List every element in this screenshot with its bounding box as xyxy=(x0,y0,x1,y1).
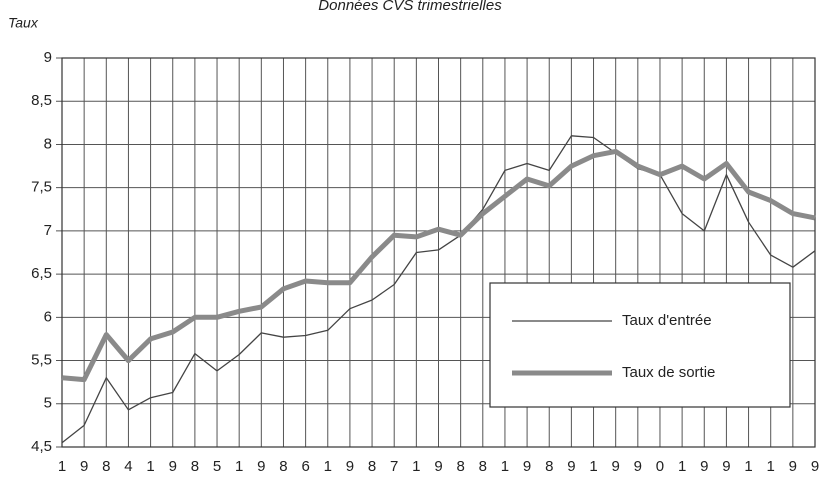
y-tick-label: 5,5 xyxy=(31,352,52,369)
x-tick-label: 1 xyxy=(324,458,332,475)
x-tick-label: 8 xyxy=(279,458,287,475)
y-tick-label: 7,5 xyxy=(31,179,52,196)
x-tick-label: 6 xyxy=(301,458,309,475)
y-tick-label: 6,5 xyxy=(31,265,52,282)
y-tick-label: 4,5 xyxy=(31,438,52,455)
y-tick-label: 6 xyxy=(44,308,52,325)
x-tick-label: 4 xyxy=(124,458,132,475)
x-tick-label: 1 xyxy=(235,458,243,475)
x-tick-label: 1 xyxy=(744,458,752,475)
x-tick-label: 9 xyxy=(346,458,354,475)
x-tick-label: 1 xyxy=(678,458,686,475)
legend-label: Taux de sortie xyxy=(622,364,715,381)
x-tick-label: 8 xyxy=(545,458,553,475)
x-tick-label: 9 xyxy=(722,458,730,475)
x-tick-label: 9 xyxy=(434,458,442,475)
x-tick-label: 9 xyxy=(567,458,575,475)
x-tick-label: 9 xyxy=(612,458,620,475)
chart-title: Données CVS trimestrielles xyxy=(318,0,502,14)
y-axis-label: Taux xyxy=(8,15,39,31)
x-tick-label: 9 xyxy=(700,458,708,475)
legend-box xyxy=(489,282,791,408)
x-tick-label: 5 xyxy=(213,458,221,475)
x-tick-label: 9 xyxy=(634,458,642,475)
y-tick-label: 5 xyxy=(44,395,52,412)
plot-frame xyxy=(61,57,816,448)
y-tick-label: 8 xyxy=(44,135,52,152)
series-line xyxy=(61,148,816,383)
x-tick-label: 1 xyxy=(58,458,66,475)
x-tick-label: 9 xyxy=(169,458,177,475)
y-tick-label: 9 xyxy=(44,49,52,66)
x-tick-label: 8 xyxy=(368,458,376,475)
x-tick-label: 0 xyxy=(656,458,664,475)
series-line xyxy=(61,135,816,444)
x-tick-label: 1 xyxy=(412,458,420,475)
x-tick-label: 8 xyxy=(479,458,487,475)
x-tick-label: 9 xyxy=(80,458,88,475)
x-tick-label: 8 xyxy=(102,458,110,475)
legend-label: Taux d'entrée xyxy=(622,312,712,329)
x-tick-label: 1 xyxy=(501,458,509,475)
x-tick-label: 1 xyxy=(146,458,154,475)
x-tick-label: 8 xyxy=(456,458,464,475)
x-tick-label: 1 xyxy=(767,458,775,475)
x-tick-label: 7 xyxy=(390,458,398,475)
x-tick-label: 8 xyxy=(191,458,199,475)
x-tick-label: 9 xyxy=(789,458,797,475)
x-tick-label: 9 xyxy=(257,458,265,475)
x-tick-label: 1 xyxy=(589,458,597,475)
y-tick-label: 7 xyxy=(44,222,52,239)
y-tick-label: 8,5 xyxy=(31,92,52,109)
x-tick-label: 9 xyxy=(811,458,819,475)
x-tick-label: 9 xyxy=(523,458,531,475)
